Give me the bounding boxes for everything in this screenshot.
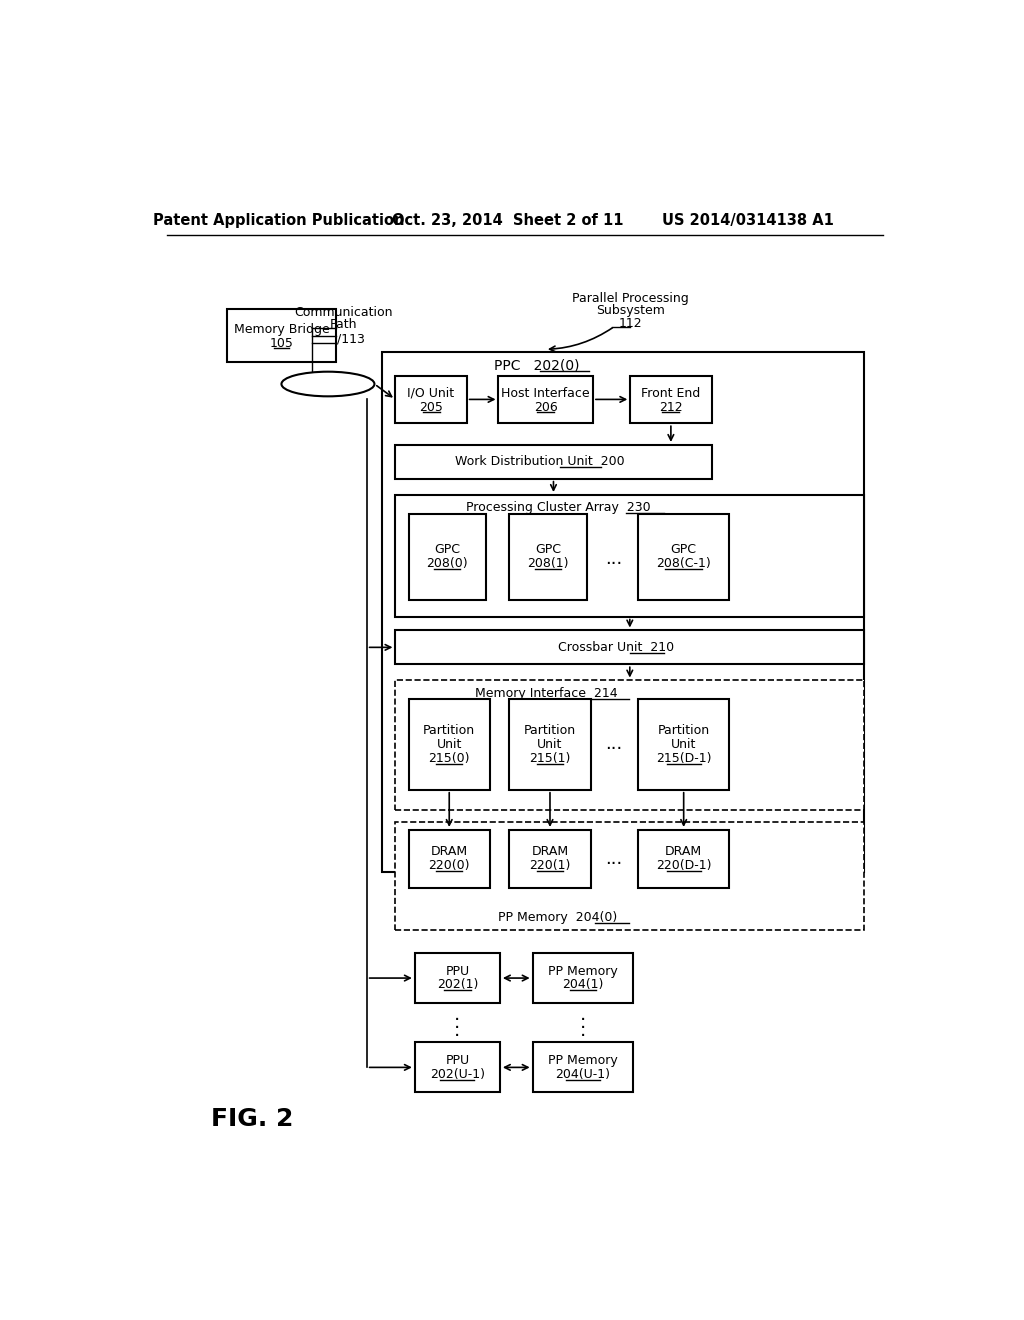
Text: 208(0): 208(0): [426, 557, 468, 570]
Text: US 2014/0314138 A1: US 2014/0314138 A1: [663, 213, 834, 227]
Text: 112: 112: [618, 317, 642, 330]
Text: Partition: Partition: [524, 723, 577, 737]
Text: Unit: Unit: [671, 738, 696, 751]
Text: Patent Application Publication: Patent Application Publication: [154, 213, 404, 227]
Text: Front End: Front End: [641, 387, 700, 400]
FancyBboxPatch shape: [395, 631, 864, 664]
Text: ...: ...: [605, 735, 623, 752]
Text: 220(0): 220(0): [428, 859, 470, 873]
FancyBboxPatch shape: [395, 681, 864, 810]
Text: 215(D-1): 215(D-1): [656, 751, 712, 764]
Text: 215(1): 215(1): [529, 751, 570, 764]
Text: 208(C-1): 208(C-1): [656, 557, 711, 570]
Text: Memory Interface  214: Memory Interface 214: [475, 686, 617, 700]
FancyBboxPatch shape: [499, 376, 593, 424]
FancyBboxPatch shape: [509, 830, 591, 887]
FancyBboxPatch shape: [409, 830, 489, 887]
Text: Partition: Partition: [657, 723, 710, 737]
Text: 205: 205: [419, 400, 443, 413]
FancyBboxPatch shape: [409, 515, 486, 601]
FancyBboxPatch shape: [409, 700, 489, 789]
Text: 206: 206: [534, 400, 558, 413]
Text: Work Distribution Unit  200: Work Distribution Unit 200: [455, 455, 625, 469]
Text: PP Memory  204(0): PP Memory 204(0): [499, 911, 617, 924]
Text: Communication: Communication: [294, 306, 392, 319]
Text: Unit: Unit: [436, 738, 462, 751]
Ellipse shape: [282, 372, 375, 396]
Text: PPU: PPU: [445, 965, 469, 978]
FancyBboxPatch shape: [382, 352, 864, 873]
Text: 215(0): 215(0): [428, 751, 470, 764]
Text: Subsystem: Subsystem: [596, 305, 665, 317]
Text: Host Interface: Host Interface: [502, 387, 590, 400]
Text: Processing Cluster Array  230: Processing Cluster Array 230: [466, 502, 650, 515]
Text: PPU: PPU: [445, 1053, 469, 1067]
Text: 220(1): 220(1): [529, 859, 570, 873]
Text: ...: ...: [605, 550, 623, 568]
Text: .: .: [455, 1012, 461, 1032]
Text: .: .: [580, 1020, 586, 1040]
FancyBboxPatch shape: [638, 515, 729, 601]
Text: Partition: Partition: [423, 723, 475, 737]
Text: PP Memory: PP Memory: [548, 965, 617, 978]
Text: PPC   202(0): PPC 202(0): [495, 359, 580, 372]
Text: 220(D-1): 220(D-1): [656, 859, 712, 873]
Text: .: .: [455, 1020, 461, 1040]
Text: Crossbar Unit  210: Crossbar Unit 210: [558, 640, 674, 653]
FancyBboxPatch shape: [395, 445, 712, 479]
FancyBboxPatch shape: [395, 376, 467, 424]
FancyBboxPatch shape: [509, 700, 591, 789]
Text: Path: Path: [330, 318, 357, 331]
FancyBboxPatch shape: [532, 953, 633, 1003]
FancyBboxPatch shape: [227, 309, 336, 363]
FancyBboxPatch shape: [532, 1043, 633, 1093]
FancyBboxPatch shape: [638, 700, 729, 789]
Text: ...: ...: [605, 850, 623, 869]
Text: .: .: [580, 1012, 586, 1032]
FancyBboxPatch shape: [415, 953, 500, 1003]
Text: .: .: [455, 1005, 461, 1024]
Text: DRAM: DRAM: [531, 845, 568, 858]
Text: 204(U-1): 204(U-1): [555, 1068, 610, 1081]
Text: 105: 105: [269, 337, 294, 350]
Text: Memory Bridge: Memory Bridge: [233, 323, 330, 335]
Text: 202(1): 202(1): [436, 978, 478, 991]
Text: GPC: GPC: [536, 543, 561, 556]
FancyBboxPatch shape: [630, 376, 712, 424]
FancyBboxPatch shape: [395, 822, 864, 929]
Text: /113: /113: [337, 333, 366, 346]
Text: .: .: [580, 1005, 586, 1024]
Text: DRAM: DRAM: [431, 845, 468, 858]
Text: GPC: GPC: [671, 543, 696, 556]
Text: Parallel Processing: Parallel Processing: [571, 292, 688, 305]
Text: DRAM: DRAM: [666, 845, 702, 858]
Text: FIG. 2: FIG. 2: [211, 1107, 293, 1131]
FancyBboxPatch shape: [395, 495, 864, 616]
Text: 202(U-1): 202(U-1): [430, 1068, 485, 1081]
Text: 212: 212: [659, 400, 683, 413]
Text: Oct. 23, 2014  Sheet 2 of 11: Oct. 23, 2014 Sheet 2 of 11: [392, 213, 624, 227]
FancyBboxPatch shape: [415, 1043, 500, 1093]
Text: GPC: GPC: [434, 543, 461, 556]
Text: Unit: Unit: [538, 738, 562, 751]
Text: PP Memory: PP Memory: [548, 1053, 617, 1067]
FancyBboxPatch shape: [638, 830, 729, 887]
Text: 208(1): 208(1): [527, 557, 568, 570]
Text: I/O Unit: I/O Unit: [408, 387, 455, 400]
Text: 204(1): 204(1): [562, 978, 603, 991]
FancyBboxPatch shape: [509, 515, 587, 601]
